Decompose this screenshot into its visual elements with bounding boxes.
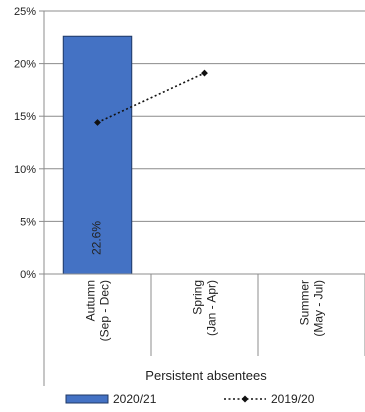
legend: 2020/21 2019/20 [65, 392, 315, 406]
y-tick-label: 0% [20, 269, 36, 281]
y-tick-label: 15% [14, 111, 36, 123]
x-category-label-line: (Jan - Apr) [205, 280, 219, 336]
x-category-label: Summer (May - Jul) [298, 280, 326, 337]
line-point [201, 69, 208, 77]
line-point [94, 119, 101, 126]
x-category-label: Autumn (Sep - Dec) [84, 280, 112, 341]
legend-label-2020-21: 2020/21 [113, 392, 157, 406]
x-category-label-line: (May - Jul) [312, 280, 326, 337]
x-category-label: Spring (Jan - Apr) [191, 280, 219, 336]
bar [62, 35, 133, 275]
y-tick-label: 20% [14, 59, 36, 71]
y-tick-label: 5% [20, 216, 36, 228]
x-category-label-line: (Sep - Dec) [98, 280, 112, 341]
x-category-label-line: Summer [298, 280, 312, 325]
x-category-label-line: Spring [191, 280, 205, 315]
y-tick-label: 25% [14, 6, 36, 18]
legend-label-2019-20: 2019/20 [271, 392, 315, 406]
bar-data-label: 22.6% [90, 221, 104, 255]
x-axis-categories: Autumn (Sep - Dec) Spring (Jan - Apr) Summer… [84, 280, 326, 341]
bar-series-2020-21: 22.6% [62, 35, 133, 275]
series-line [97, 72, 205, 124]
y-tick-label: 10% [14, 164, 36, 176]
line-series-2019-20 [94, 69, 208, 126]
legend-marker-2019-20 [241, 395, 249, 403]
axes [43, 11, 365, 386]
legend-swatch-2020-21 [65, 394, 109, 404]
category-group-label: Persistent absentees [145, 368, 267, 383]
y-axis-ticks: 0% 5% 10% 15% 20% 25% [14, 6, 44, 281]
x-category-label-line: Autumn [84, 280, 98, 321]
